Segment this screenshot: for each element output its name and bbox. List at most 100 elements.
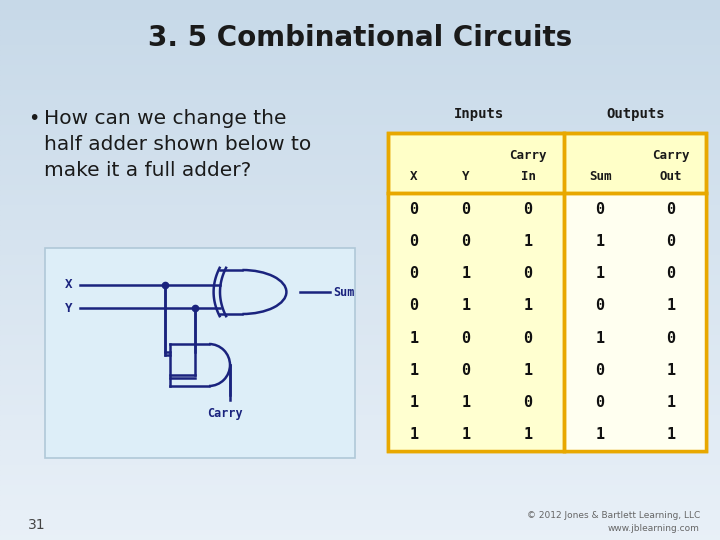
- Bar: [0, 215, 720, 220]
- Bar: [0, 165, 720, 170]
- Bar: [0, 230, 720, 235]
- Bar: [0, 50, 720, 55]
- Text: 1: 1: [595, 330, 605, 346]
- Bar: [388, 133, 706, 451]
- Text: 1: 1: [667, 427, 675, 442]
- Text: 1: 1: [410, 330, 418, 346]
- Text: 1: 1: [410, 363, 418, 378]
- Bar: [564, 290, 706, 322]
- Bar: [0, 435, 720, 440]
- Bar: [0, 190, 720, 195]
- Bar: [0, 10, 720, 15]
- Bar: [0, 235, 720, 240]
- Bar: [0, 195, 720, 200]
- Bar: [0, 295, 720, 300]
- Bar: [0, 80, 720, 85]
- Bar: [0, 135, 720, 140]
- Bar: [0, 335, 720, 340]
- Text: 0: 0: [462, 363, 471, 378]
- Bar: [0, 70, 720, 75]
- Bar: [0, 385, 720, 390]
- Bar: [0, 320, 720, 325]
- Bar: [0, 530, 720, 535]
- Bar: [0, 225, 720, 230]
- Bar: [0, 325, 720, 330]
- Text: •: •: [28, 109, 40, 127]
- Bar: [0, 110, 720, 115]
- Bar: [0, 145, 720, 150]
- Text: 1: 1: [523, 234, 533, 249]
- Bar: [0, 65, 720, 70]
- Bar: [0, 475, 720, 480]
- Bar: [0, 95, 720, 100]
- Bar: [0, 160, 720, 165]
- Bar: [0, 465, 720, 470]
- Text: 1: 1: [595, 234, 605, 249]
- Text: 1: 1: [410, 395, 418, 410]
- Bar: [0, 170, 720, 175]
- Bar: [0, 500, 720, 505]
- Bar: [0, 365, 720, 370]
- Bar: [0, 45, 720, 50]
- Text: 0: 0: [523, 330, 533, 346]
- Text: 0: 0: [667, 266, 675, 281]
- Bar: [0, 125, 720, 130]
- Bar: [0, 280, 720, 285]
- Bar: [0, 405, 720, 410]
- Bar: [388, 258, 564, 290]
- Bar: [0, 490, 720, 495]
- Bar: [0, 340, 720, 345]
- Text: Carry: Carry: [509, 149, 546, 163]
- Bar: [0, 55, 720, 60]
- Text: 1: 1: [595, 266, 605, 281]
- Bar: [388, 290, 564, 322]
- Bar: [0, 360, 720, 365]
- Text: 3. 5 Combinational Circuits: 3. 5 Combinational Circuits: [148, 24, 572, 52]
- Text: 1: 1: [462, 299, 471, 313]
- Bar: [0, 470, 720, 475]
- Bar: [0, 455, 720, 460]
- Bar: [564, 258, 706, 290]
- Bar: [0, 185, 720, 190]
- Bar: [0, 480, 720, 485]
- Text: Outputs: Outputs: [607, 107, 665, 121]
- Text: 0: 0: [667, 330, 675, 346]
- Bar: [0, 105, 720, 110]
- Text: 0: 0: [410, 234, 418, 249]
- Bar: [0, 330, 720, 335]
- Text: 1: 1: [667, 299, 675, 313]
- Bar: [0, 30, 720, 35]
- Text: 0: 0: [667, 234, 675, 249]
- Bar: [0, 460, 720, 465]
- Bar: [0, 525, 720, 530]
- Bar: [0, 515, 720, 520]
- Bar: [0, 205, 720, 210]
- Text: 1: 1: [667, 363, 675, 378]
- Text: Y: Y: [462, 170, 469, 183]
- Text: 1: 1: [523, 427, 533, 442]
- Bar: [0, 275, 720, 280]
- Bar: [0, 310, 720, 315]
- Bar: [0, 450, 720, 455]
- Bar: [388, 193, 564, 225]
- Bar: [0, 220, 720, 225]
- Text: 0: 0: [462, 330, 471, 346]
- Bar: [564, 354, 706, 387]
- Text: Carry: Carry: [207, 407, 243, 420]
- Bar: [564, 418, 706, 451]
- Text: Y: Y: [65, 301, 72, 314]
- Bar: [0, 445, 720, 450]
- Text: 1: 1: [462, 266, 471, 281]
- Bar: [0, 140, 720, 145]
- Bar: [0, 535, 720, 540]
- Text: 1: 1: [595, 427, 605, 442]
- Bar: [0, 5, 720, 10]
- Text: 1: 1: [523, 299, 533, 313]
- Bar: [0, 350, 720, 355]
- Bar: [0, 60, 720, 65]
- Bar: [0, 300, 720, 305]
- Bar: [0, 265, 720, 270]
- Text: Carry: Carry: [652, 149, 690, 163]
- Bar: [0, 240, 720, 245]
- Bar: [388, 354, 564, 387]
